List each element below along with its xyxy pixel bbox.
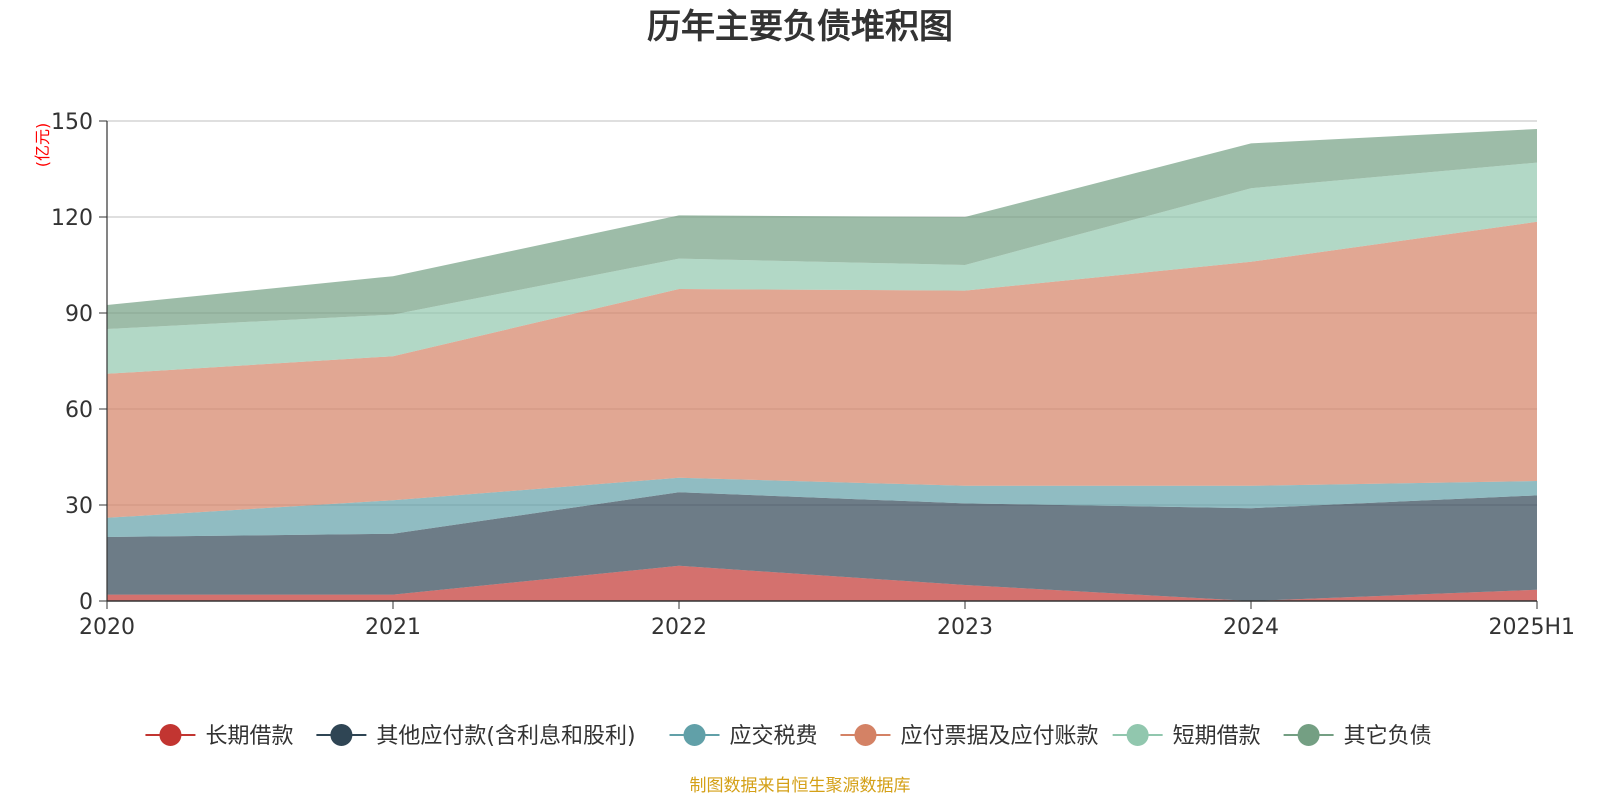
legend-item: 其它负债	[1283, 724, 1432, 749]
legend-marker	[854, 724, 877, 746]
legend-label: 短期借款	[1173, 724, 1261, 749]
legend-marker	[1297, 724, 1320, 746]
y-tick-label: 0	[79, 590, 93, 615]
x-tick-label: 2020	[79, 615, 135, 640]
legend: 长期借款 其他应付款(含利息和股利) 应交税费 应付票据及应付账款 短期借款 其它负债	[145, 724, 1432, 749]
area-layer	[107, 129, 1537, 601]
x-tick-label: 2025H1	[1488, 615, 1575, 640]
legend-label: 应付票据及应付账款	[900, 724, 1098, 749]
area-series	[107, 221, 1537, 518]
axis-layer: 0 30 60 90 120 150 2020 2021 2022 2023 2024 2025H1	[51, 110, 1575, 640]
chart-title: 历年主要负债堆积图	[647, 7, 953, 47]
y-tick-label: 120	[51, 206, 93, 231]
legend-marker	[1126, 724, 1149, 746]
legend-marker	[330, 724, 353, 746]
area-series	[107, 162, 1537, 374]
x-tick-label: 2021	[365, 615, 421, 640]
legend-label: 应交税费	[730, 724, 818, 749]
legend-item: 长期借款	[145, 724, 293, 749]
y-tick-label: 150	[51, 110, 93, 135]
y-tick-label: 60	[65, 398, 93, 423]
legend-item: 其他应付款(含利息和股利)	[316, 724, 636, 749]
legend-item: 应付票据及应付账款	[840, 724, 1098, 749]
legend-label: 其他应付款(含利息和股利)	[376, 724, 635, 749]
legend-marker	[683, 724, 706, 746]
area-series	[107, 477, 1537, 537]
legend-item: 应交税费	[669, 724, 818, 749]
x-tick-label: 2023	[937, 615, 993, 640]
x-tick-label: 2022	[651, 615, 707, 640]
y-tick-label: 90	[65, 302, 93, 327]
area-series	[107, 565, 1537, 601]
area-series	[107, 129, 1537, 329]
area-series	[107, 492, 1537, 601]
x-tick-label: 2024	[1223, 615, 1279, 640]
legend-label: 其它负债	[1344, 724, 1432, 749]
legend-label: 长期借款	[205, 724, 293, 749]
data-source-note: 制图数据来自恒生聚源数据库	[690, 776, 911, 796]
legend-marker	[159, 724, 182, 746]
y-axis-unit: (亿元)	[33, 123, 52, 168]
y-tick-label: 30	[65, 494, 93, 519]
legend-item: 短期借款	[1112, 724, 1261, 749]
